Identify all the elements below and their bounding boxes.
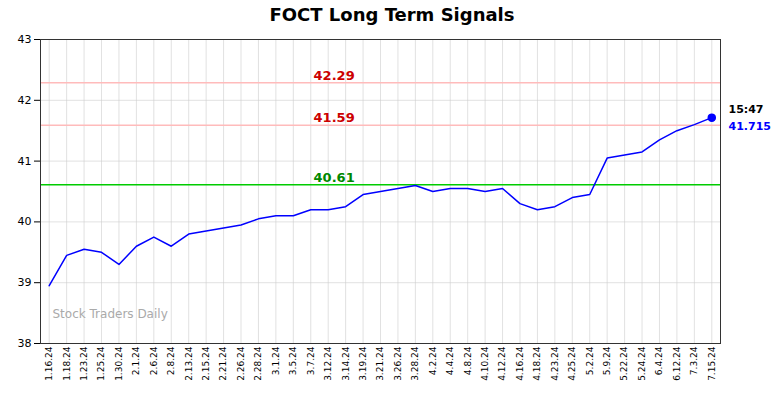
svg-text:40: 40: [18, 215, 32, 228]
svg-text:1.18.24: 1.18.24: [62, 346, 72, 381]
svg-text:2.15.24: 2.15.24: [201, 346, 211, 381]
svg-text:3.7.24: 3.7.24: [306, 346, 316, 375]
svg-text:1.23.24: 1.23.24: [79, 346, 89, 381]
svg-text:41.715: 41.715: [729, 120, 771, 133]
svg-text:2.13.24: 2.13.24: [184, 346, 194, 381]
svg-text:39: 39: [18, 276, 32, 289]
svg-text:41.59: 41.59: [314, 110, 355, 125]
svg-text:2.28.24: 2.28.24: [253, 346, 263, 381]
svg-text:5.22.24: 5.22.24: [619, 346, 629, 381]
svg-text:6.12.24: 6.12.24: [672, 346, 682, 381]
svg-text:3.28.24: 3.28.24: [410, 346, 420, 381]
svg-text:4.23.24: 4.23.24: [550, 346, 560, 381]
svg-text:4.12.24: 4.12.24: [497, 346, 507, 381]
svg-text:3.5.24: 3.5.24: [288, 346, 298, 375]
svg-text:2.26.24: 2.26.24: [236, 346, 246, 381]
svg-text:4.8.24: 4.8.24: [463, 346, 473, 375]
svg-text:3.26.24: 3.26.24: [393, 346, 403, 381]
svg-text:4.10.24: 4.10.24: [480, 346, 490, 381]
svg-text:4.18.24: 4.18.24: [532, 346, 542, 381]
svg-text:42.29: 42.29: [314, 68, 355, 83]
svg-text:2.8.24: 2.8.24: [166, 346, 176, 375]
svg-text:6.4.24: 6.4.24: [654, 346, 664, 375]
svg-text:Stock Traders Daily: Stock Traders Daily: [53, 307, 168, 321]
svg-text:38: 38: [18, 337, 32, 350]
svg-text:41: 41: [18, 155, 32, 168]
svg-text:2.1.24: 2.1.24: [131, 346, 141, 375]
svg-text:3.21.24: 3.21.24: [375, 346, 385, 381]
svg-text:2.21.24: 2.21.24: [218, 346, 228, 381]
svg-text:5.24.24: 5.24.24: [637, 346, 647, 381]
svg-text:3.12.24: 3.12.24: [323, 346, 333, 381]
svg-text:3.19.24: 3.19.24: [358, 346, 368, 381]
svg-text:3.14.24: 3.14.24: [341, 346, 351, 381]
svg-text:7.3.24: 7.3.24: [689, 346, 699, 375]
svg-text:43: 43: [18, 33, 32, 46]
svg-text:1.25.24: 1.25.24: [96, 346, 106, 381]
svg-text:4.2.24: 4.2.24: [428, 346, 438, 375]
svg-text:7.15.24: 7.15.24: [707, 346, 717, 381]
svg-text:3.1.24: 3.1.24: [271, 346, 281, 375]
svg-text:42: 42: [18, 94, 32, 107]
svg-text:4.25.24: 4.25.24: [567, 346, 577, 381]
svg-text:5.2.24: 5.2.24: [585, 346, 595, 375]
svg-text:1.16.24: 1.16.24: [44, 346, 54, 381]
svg-text:40.61: 40.61: [314, 170, 355, 185]
svg-text:5.9.24: 5.9.24: [602, 346, 612, 375]
html-text:FOCT Long Term Signals: FOCT Long Term Signals: [269, 4, 515, 25]
svg-text:4.4.24: 4.4.24: [445, 346, 455, 375]
svg-text:1.30.24: 1.30.24: [114, 346, 124, 381]
svg-text:15:47: 15:47: [729, 103, 764, 116]
svg-text:4.16.24: 4.16.24: [515, 346, 525, 381]
svg-text:2.6.24: 2.6.24: [149, 346, 159, 375]
